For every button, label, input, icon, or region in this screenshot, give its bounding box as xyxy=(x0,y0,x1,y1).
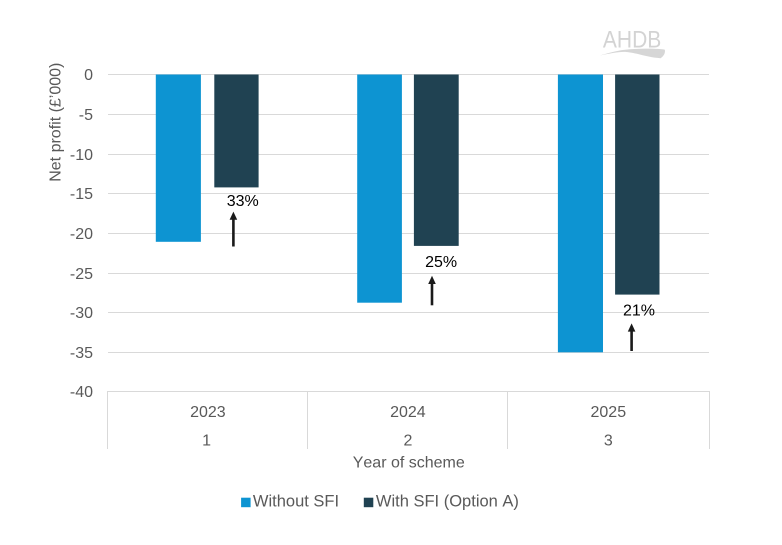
svg-text:2024: 2024 xyxy=(390,404,426,421)
svg-text:-35: -35 xyxy=(70,345,93,362)
svg-text:Year of scheme: Year of scheme xyxy=(353,454,465,471)
svg-text:33%: 33% xyxy=(227,193,259,210)
svg-text:2025: 2025 xyxy=(591,404,627,421)
svg-text:2023: 2023 xyxy=(190,404,226,421)
svg-text:-20: -20 xyxy=(70,226,93,243)
svg-text:0: 0 xyxy=(84,67,93,84)
svg-text:Without SFI: Without SFI xyxy=(253,493,339,511)
svg-text:-30: -30 xyxy=(70,305,93,322)
svg-text:3: 3 xyxy=(604,432,613,449)
svg-text:-40: -40 xyxy=(70,384,93,401)
svg-text:With SFI (Option A): With SFI (Option A) xyxy=(376,493,519,511)
svg-text:1: 1 xyxy=(202,432,211,449)
svg-text:2: 2 xyxy=(403,432,412,449)
svg-text:Net profit (£’000): Net profit (£’000) xyxy=(47,63,64,182)
svg-text:-25: -25 xyxy=(70,266,93,283)
svg-text:-5: -5 xyxy=(79,107,93,124)
svg-text:21%: 21% xyxy=(623,302,655,319)
svg-text:-10: -10 xyxy=(70,147,93,164)
svg-text:-15: -15 xyxy=(70,186,93,203)
svg-text:25%: 25% xyxy=(425,254,457,271)
